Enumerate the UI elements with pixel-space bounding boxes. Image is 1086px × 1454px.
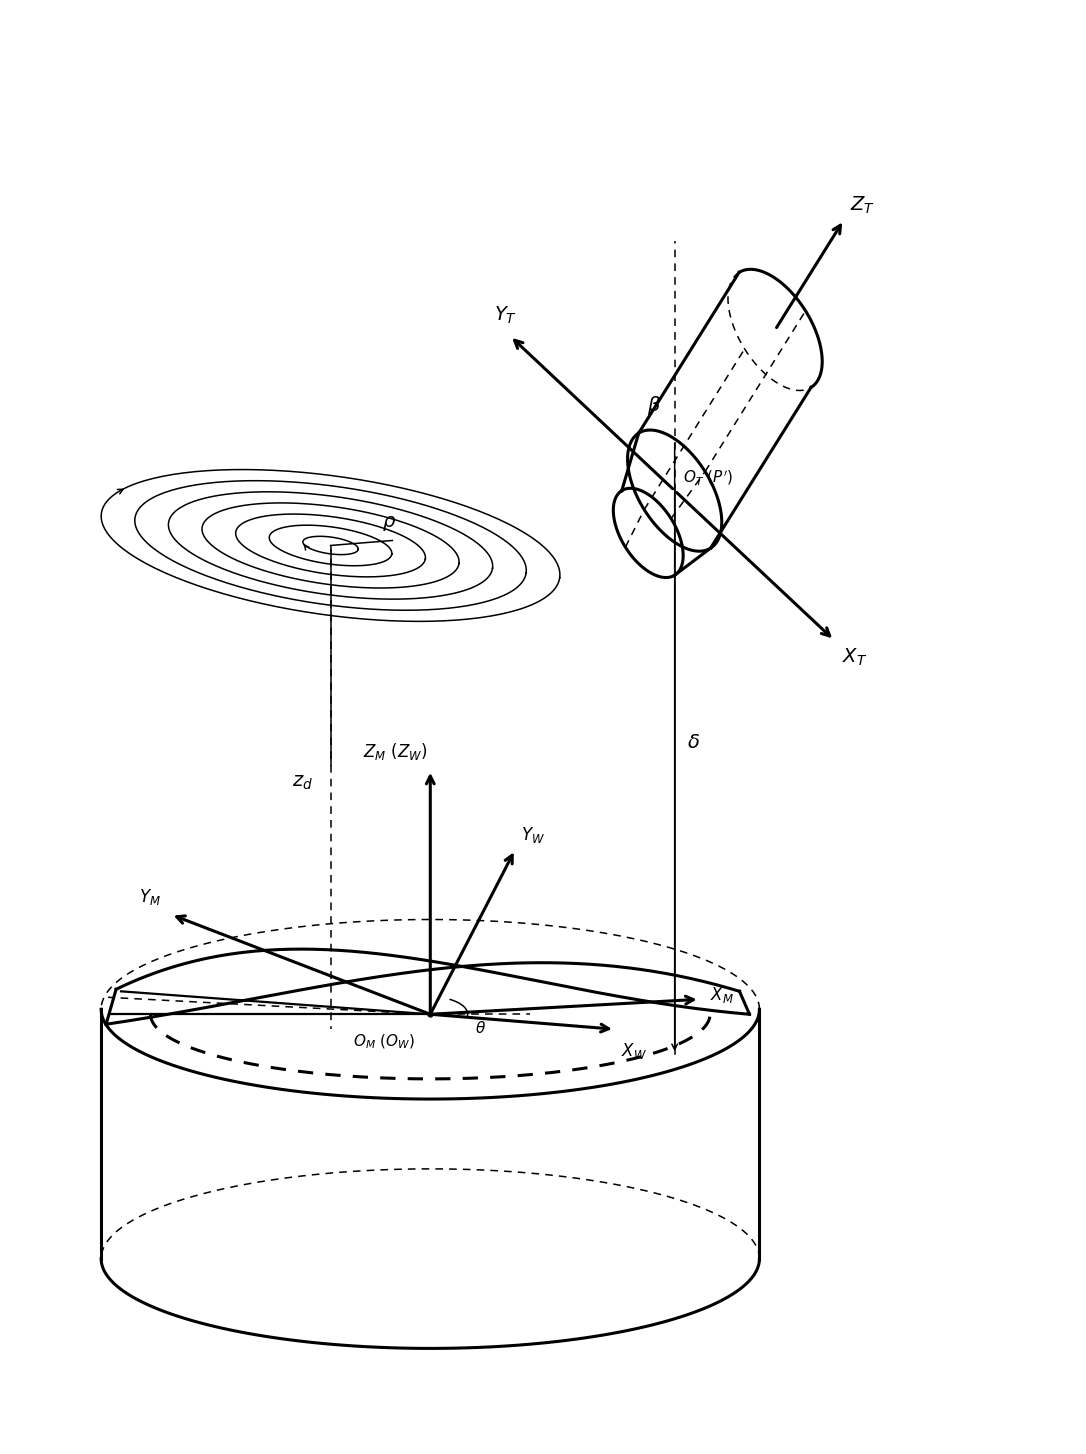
Text: $Y_W$: $Y_W$ [521, 824, 545, 845]
Text: $\theta$: $\theta$ [476, 1021, 487, 1037]
Text: $X_M$: $X_M$ [709, 986, 733, 1005]
Text: $\beta$: $\beta$ [647, 394, 660, 417]
Text: $Z_T$: $Z_T$ [849, 195, 874, 217]
Text: $Y_T$: $Y_T$ [493, 305, 517, 326]
Text: $O_M\ (O_W)$: $O_M\ (O_W)$ [353, 1032, 415, 1051]
Text: $O_T\ (P^{\prime})$: $O_T\ (P^{\prime})$ [683, 468, 733, 487]
Text: $X_W$: $X_W$ [621, 1041, 647, 1061]
Text: $\delta$: $\delta$ [686, 733, 699, 752]
Text: $Y_M$: $Y_M$ [139, 887, 161, 906]
Text: $\rho$: $\rho$ [382, 515, 396, 534]
Text: $z_d$: $z_d$ [291, 774, 313, 792]
Text: $X_T$: $X_T$ [843, 646, 868, 667]
Text: $Z_M\ (Z_W)$: $Z_M\ (Z_W)$ [363, 742, 428, 762]
